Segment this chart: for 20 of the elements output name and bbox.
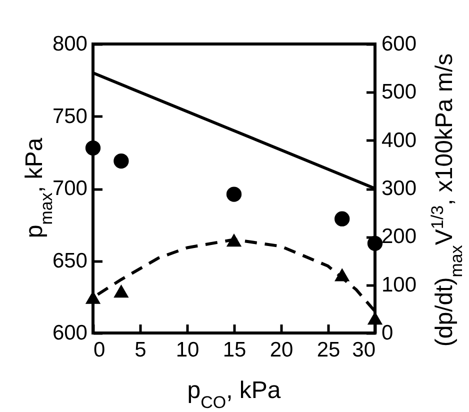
x-tick-label: 20 <box>270 338 294 362</box>
x-tick-label: 10 <box>176 338 200 362</box>
x-axis-title: p$_{CO}$, kPa <box>187 377 282 412</box>
y-tick-label: 750 <box>52 104 88 128</box>
y2-tick-label: 100 <box>382 273 417 296</box>
y-tick-label: 600 <box>52 322 88 344</box>
y2-tick-label: 200 <box>382 225 417 248</box>
y2-tick-label: 600 <box>382 32 417 56</box>
y-tick-label: 800 <box>52 32 88 56</box>
y2-tick-label: 0 <box>382 322 394 344</box>
x-tick-label: 0 <box>94 338 106 362</box>
x-tick-label: 15 <box>222 338 246 362</box>
y-tick-label: 700 <box>52 177 88 200</box>
y2-tick-label: 400 <box>382 128 417 152</box>
y2-tick-label: 300 <box>382 177 417 200</box>
x-tick-label: 30 <box>352 338 376 362</box>
y2-tick-label: 500 <box>382 80 417 104</box>
y-tick-label: 650 <box>52 249 88 272</box>
x-tick-label: 5 <box>134 338 146 362</box>
x-tick-label: 25 <box>316 338 340 362</box>
